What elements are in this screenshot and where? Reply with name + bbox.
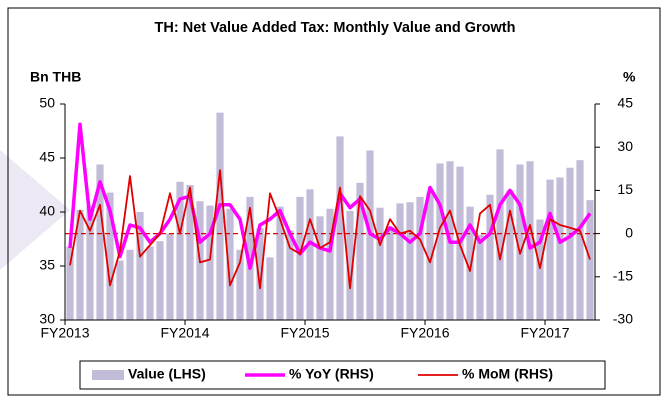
y2-tick-label: 30	[617, 138, 633, 154]
y-tick-label: 35	[39, 257, 55, 273]
bar	[276, 206, 284, 320]
y-axis-label: Bn THB	[30, 69, 81, 85]
bar	[536, 219, 544, 320]
bar	[326, 208, 334, 320]
bar	[86, 205, 94, 320]
bar	[256, 228, 264, 320]
x-tick-label: FY2016	[400, 325, 449, 341]
chart-title: TH: Net Value Added Tax: Monthly Value a…	[154, 20, 516, 36]
bar	[296, 196, 304, 320]
bar	[246, 196, 254, 320]
bar	[96, 164, 104, 320]
x-tick-label: FY2015	[280, 325, 329, 341]
bar	[586, 200, 594, 320]
bar	[146, 246, 154, 320]
y2-axis-label: %	[623, 69, 636, 85]
bar	[566, 167, 574, 320]
bar	[266, 257, 274, 320]
bar	[176, 181, 184, 320]
legend-label: Value (LHS)	[128, 366, 206, 382]
bar	[436, 163, 444, 320]
x-tick-label: FY2014	[160, 325, 209, 341]
bar	[236, 249, 244, 320]
bar	[386, 227, 394, 320]
bar	[66, 246, 74, 320]
legend-label: % MoM (RHS)	[462, 366, 553, 382]
bar	[476, 234, 484, 320]
bar	[556, 177, 564, 320]
bar	[316, 216, 324, 320]
bar	[576, 160, 584, 320]
bar	[486, 194, 494, 320]
bar	[116, 260, 124, 320]
bar	[156, 241, 164, 320]
bar	[136, 212, 144, 320]
bar	[416, 196, 424, 320]
legend-box	[79, 360, 606, 390]
bar	[466, 206, 474, 320]
bar	[226, 208, 234, 320]
bar	[506, 190, 514, 320]
bar	[166, 233, 174, 320]
bar	[496, 149, 504, 320]
y2-tick-label: 0	[625, 224, 633, 240]
y-tick-label: 45	[39, 149, 55, 165]
x-tick-label: FY2013	[40, 325, 89, 341]
bar	[356, 182, 364, 320]
y2-tick-label: 15	[617, 181, 633, 197]
bar	[336, 136, 344, 320]
bar	[406, 202, 414, 320]
bar	[106, 192, 114, 320]
bar	[546, 179, 554, 320]
bar	[376, 207, 384, 320]
legend-swatch	[92, 370, 124, 380]
y-tick-label: 30	[39, 311, 55, 327]
bar	[516, 164, 524, 320]
bar	[396, 203, 404, 320]
bar	[206, 205, 214, 320]
y2-tick-label: -15	[613, 268, 633, 284]
bar	[76, 209, 84, 320]
bar	[286, 230, 294, 320]
legend-label: % YoY (RHS)	[289, 366, 374, 382]
y-tick-label: 50	[39, 95, 55, 111]
bar	[426, 192, 434, 320]
bar	[126, 249, 134, 320]
background-shape	[0, 150, 70, 270]
y2-tick-label: -30	[613, 311, 633, 327]
line-series	[69, 169, 591, 290]
y-tick-label: 40	[39, 203, 55, 219]
bar	[306, 189, 314, 320]
chart-frame	[7, 7, 661, 396]
bar	[346, 210, 354, 320]
bar	[186, 185, 194, 320]
x-tick-label: FY2017	[520, 325, 569, 341]
y2-tick-label: 45	[617, 95, 633, 111]
bar	[216, 112, 224, 320]
